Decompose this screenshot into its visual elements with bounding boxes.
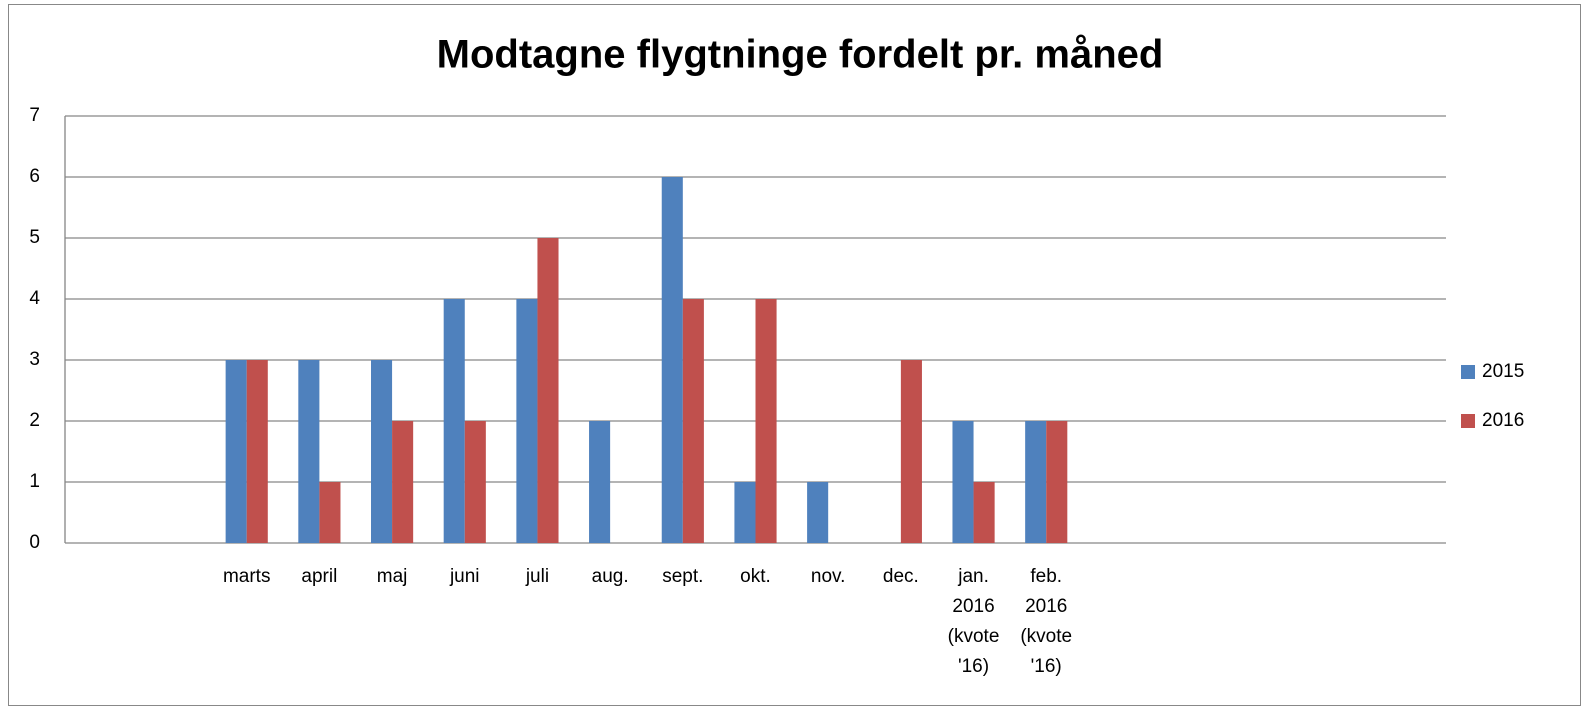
bar <box>807 482 829 543</box>
bar <box>516 299 538 543</box>
bar <box>371 360 393 543</box>
bar <box>682 299 704 543</box>
y-tick-label: 6 <box>29 166 40 187</box>
x-tick-label: dec. <box>882 566 919 587</box>
bar <box>246 360 268 543</box>
bar <box>537 238 559 543</box>
bar <box>443 299 465 543</box>
x-tick-label: aug. <box>591 566 629 587</box>
x-tick-label: juni <box>449 566 480 587</box>
bar <box>392 421 414 543</box>
x-tick-label: sept. <box>662 566 704 587</box>
bar <box>319 482 341 543</box>
x-tick-label: marts <box>222 566 271 587</box>
bar <box>464 421 486 543</box>
bar <box>952 421 974 543</box>
x-tick-label: april <box>301 566 338 587</box>
x-tick-label: okt. <box>740 566 771 587</box>
legend-label: 2016 <box>1482 410 1524 431</box>
x-tick-label: maj <box>376 566 408 587</box>
y-tick-label: 1 <box>29 471 40 492</box>
chart-border <box>8 4 1581 706</box>
x-tick-label: feb. 2016 (kvote '16) <box>1020 566 1073 677</box>
bar <box>973 482 995 543</box>
legend-swatch <box>1461 365 1475 379</box>
bar <box>900 360 922 543</box>
bar <box>589 421 611 543</box>
x-tick-label: jan. 2016 (kvote '16) <box>947 566 1000 677</box>
bar <box>734 482 756 543</box>
bar <box>225 360 247 543</box>
x-tick-label: juli <box>525 566 550 587</box>
bar <box>1025 421 1047 543</box>
legend-label: 2015 <box>1482 361 1524 382</box>
y-tick-label: 2 <box>29 410 40 431</box>
bar <box>1046 421 1068 543</box>
y-tick-label: 0 <box>29 532 40 553</box>
bar <box>298 360 320 543</box>
chart-title: Modtagne flygtninge fordelt pr. måned <box>437 33 1164 77</box>
y-tick-label: 5 <box>29 227 40 248</box>
legend-swatch <box>1461 414 1475 428</box>
y-tick-label: 4 <box>29 288 40 309</box>
bar <box>661 177 683 543</box>
bar <box>755 299 777 543</box>
y-tick-label: 3 <box>29 349 40 370</box>
y-tick-label: 7 <box>29 105 40 126</box>
x-tick-label: nov. <box>810 566 846 587</box>
